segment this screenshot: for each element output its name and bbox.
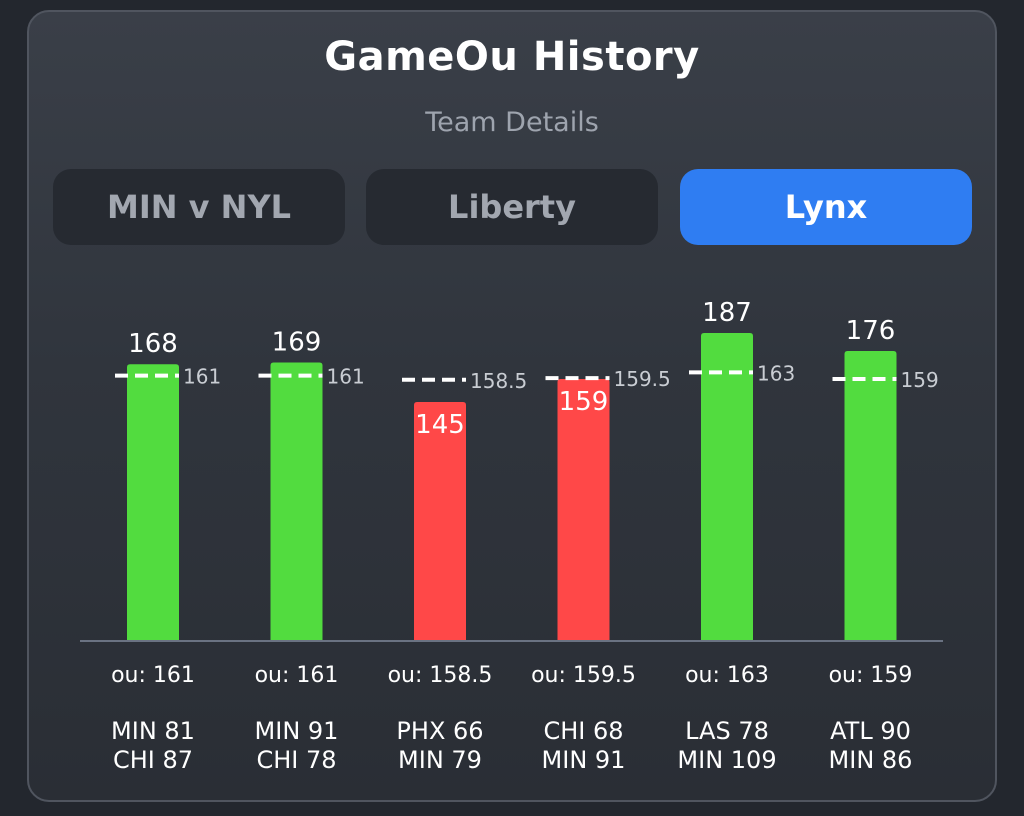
ou-label-6: ou: 159 <box>829 663 913 688</box>
ou-line-label-4: 159.5 <box>614 367 671 391</box>
score-line-1-5: LAS 78 <box>685 717 769 745</box>
page-subtitle: Team Details <box>425 107 599 138</box>
ou-label-1: ou: 161 <box>111 663 195 688</box>
ou-line-label-6: 159 <box>901 368 939 392</box>
bar-2[interactable] <box>270 362 323 640</box>
bar-3[interactable] <box>414 401 466 640</box>
score-line-1-6: ATL 90 <box>830 717 911 745</box>
score-line-2-4: MIN 91 <box>542 746 626 774</box>
ou-label-5: ou: 163 <box>685 663 769 688</box>
ou-line-label-5: 163 <box>757 361 795 385</box>
ou-line-label-3: 158.5 <box>470 369 527 393</box>
score-line-2-2: CHI 78 <box>256 746 336 774</box>
score-line-1-2: MIN 91 <box>255 717 339 745</box>
score-line-1-4: CHI 68 <box>543 717 623 745</box>
score-line-2-3: MIN 79 <box>398 746 482 774</box>
tab-liberty[interactable]: Liberty <box>366 169 658 245</box>
ou-label-3: ou: 158.5 <box>388 663 493 688</box>
bar-value-label-6: 176 <box>846 316 896 346</box>
score-line-2-1: CHI 87 <box>113 746 193 774</box>
score-line-1-3: PHX 66 <box>396 717 483 745</box>
tab-lynx[interactable]: Lynx <box>680 169 972 245</box>
bar-value-label-4: 159 <box>559 387 609 417</box>
bar-value-label-5: 187 <box>702 298 752 328</box>
score-line-2-6: MIN 86 <box>829 746 913 774</box>
page-title: GameOu History <box>324 34 700 80</box>
ou-label-2: ou: 161 <box>255 663 339 688</box>
ou-line-label-2: 161 <box>327 365 365 389</box>
bar-value-label-3: 145 <box>415 410 465 440</box>
bar-4[interactable] <box>557 378 610 640</box>
bar-1[interactable] <box>127 364 179 640</box>
ou-line-label-1: 161 <box>183 365 221 389</box>
ou-label-4: ou: 159.5 <box>531 663 636 688</box>
bar-6[interactable] <box>844 351 897 640</box>
bar-5[interactable] <box>701 333 753 640</box>
score-line-1-1: MIN 81 <box>111 717 195 745</box>
score-line-2-5: MIN 109 <box>677 746 776 774</box>
game-ou-history-card <box>27 10 997 802</box>
bar-value-label-1: 168 <box>128 329 178 359</box>
tab-min-v-nyl[interactable]: MIN v NYL <box>53 169 345 245</box>
bar-value-label-2: 169 <box>272 328 322 358</box>
